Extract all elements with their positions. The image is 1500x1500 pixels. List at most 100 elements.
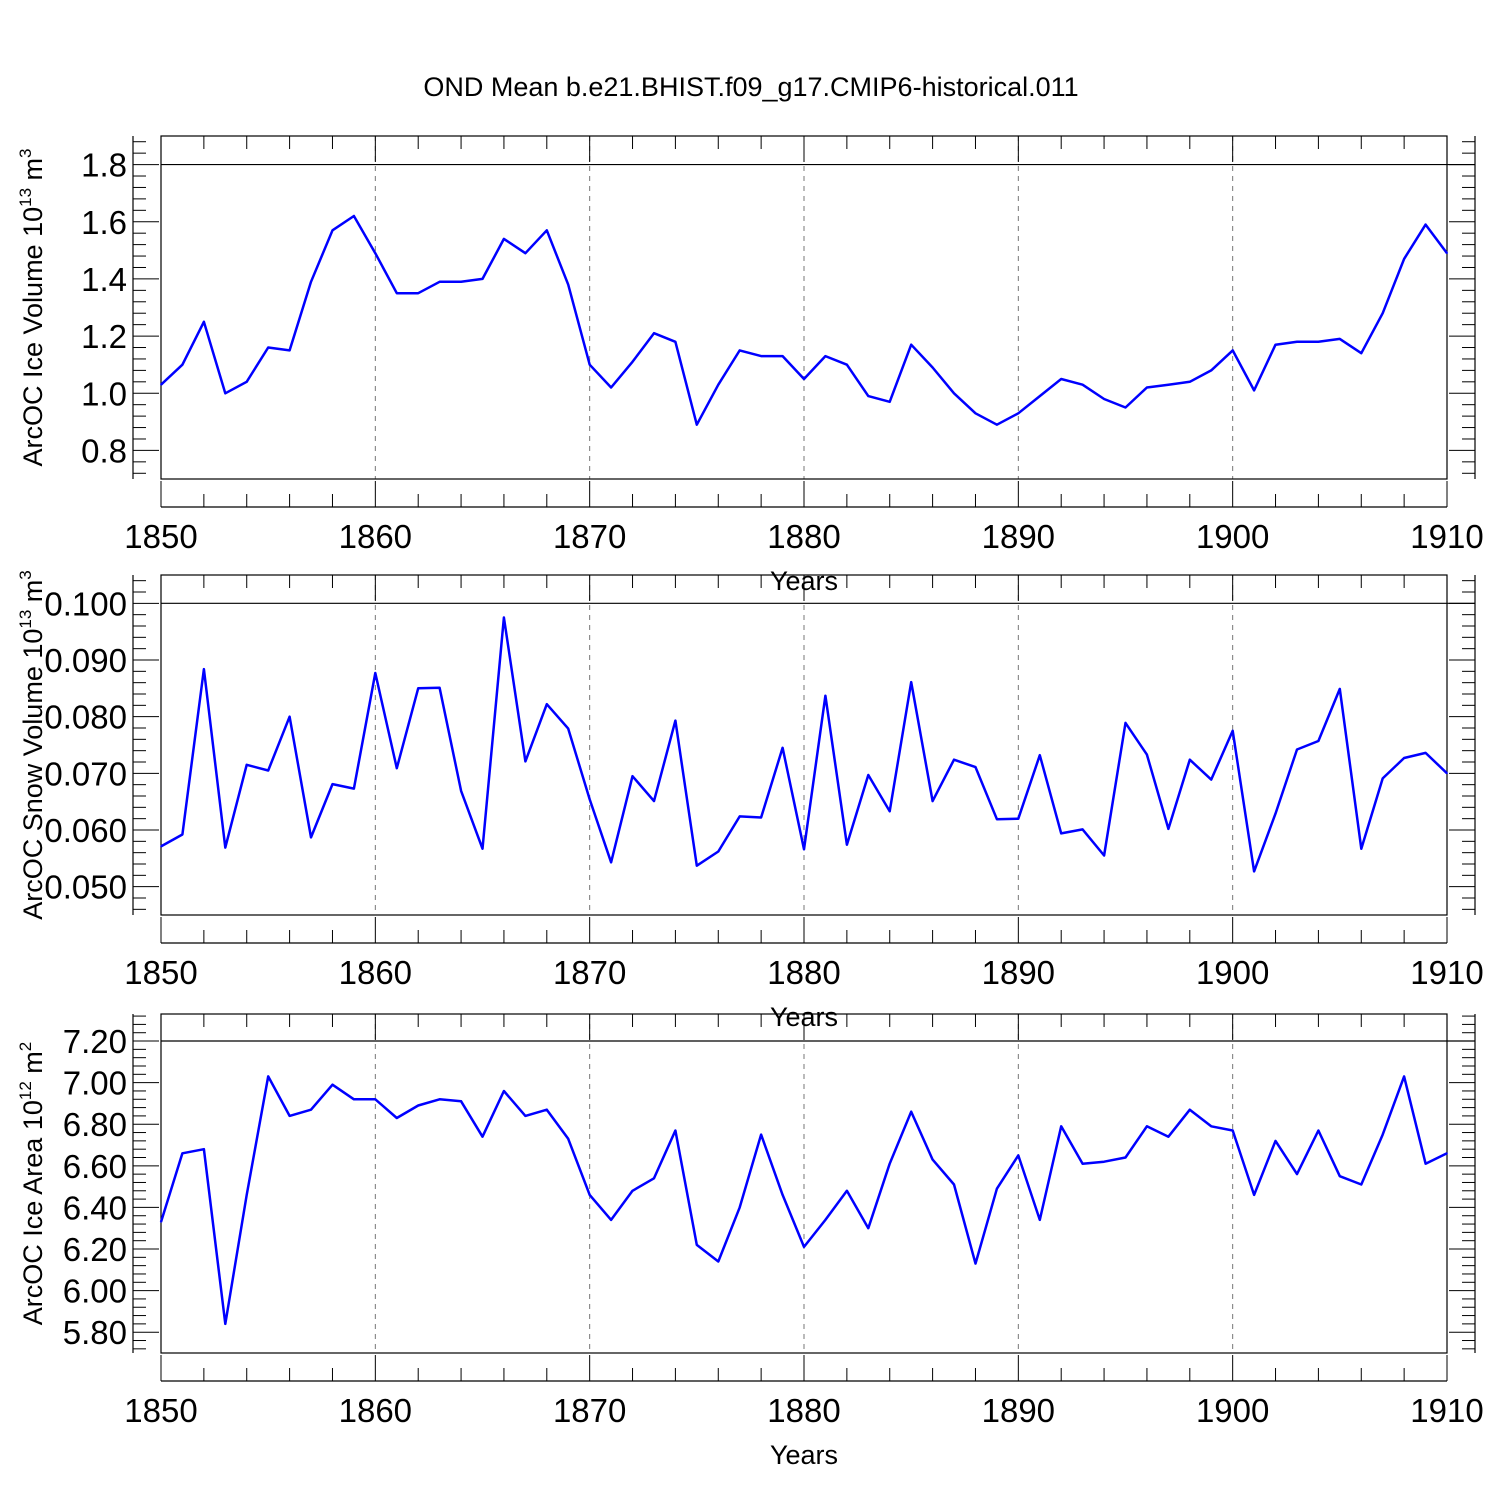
data-point [374,1098,377,1101]
y-axis-label-unit: m [18,580,48,610]
data-point [1317,341,1320,343]
y-tick-label: 1.8 [81,147,127,184]
data-point [310,836,312,839]
data-point [245,381,248,383]
x-tick-label: 1890 [982,518,1055,555]
data-point [267,1075,269,1078]
y-tick-label: 0.090 [44,642,127,679]
x-tick-label: 1890 [982,954,1055,991]
x-tick-label: 1850 [124,518,197,555]
data-point [288,1115,291,1117]
data-point [181,833,184,836]
y-axis-label: ArcOC Ice Volume 1013 m3 [16,148,48,466]
data-point [1103,854,1105,857]
data-point [953,1183,955,1186]
y-tick-label: 0.050 [44,869,127,906]
data-point [803,848,805,851]
chart-panel-3: 1850 1860 1870 1880 1890 1900 1910 5.80 6.00 6.20… [16,1013,1484,1470]
data-point [674,719,677,722]
data-point [1360,1183,1363,1186]
data-point [1446,252,1448,254]
y-tick-label: 7.20 [63,1023,127,1060]
data-point [974,412,977,415]
data-point [910,1110,912,1113]
data-point [1339,1175,1341,1178]
y-tick-label: 6.80 [63,1106,127,1143]
data-point [1446,1152,1448,1155]
data-point [1103,398,1105,400]
x-tick-label: 1900 [1196,518,1269,555]
data-point [1296,748,1298,751]
data-point [846,363,848,366]
data-point [588,363,591,366]
data-point [631,361,634,363]
data-point [1081,1162,1084,1165]
y-tick-label: 1.4 [81,261,127,298]
data-point [1146,753,1148,756]
y-axis-label-unit-exponent: 3 [16,570,35,579]
data-point [1403,757,1405,759]
data-point [653,1177,655,1180]
data-point [546,229,548,232]
data-point [503,616,505,619]
data-point [288,349,291,352]
data-point [1339,688,1341,690]
data-point [1360,352,1363,355]
data-point [1274,343,1277,346]
data-point [803,1246,805,1248]
data-point [1167,828,1170,830]
x-tick-label: 1860 [339,518,412,555]
data-point [181,363,184,366]
data-point [888,1162,891,1165]
data-point [460,790,462,792]
data-point [1446,772,1448,775]
data-point [395,292,398,295]
data-point [717,850,720,853]
data-point [310,280,312,283]
y-tick-label: 6.40 [63,1189,127,1226]
data-point [1210,369,1213,372]
data-point [1017,412,1020,415]
data-point [417,292,420,295]
y-axis-label-unit: m [18,158,48,188]
data-point [953,758,955,761]
y-tick-label: 7.00 [63,1065,127,1102]
data-point [460,280,462,283]
y-axis-label: ArcOC Snow Volume 1013 m3 [16,570,48,920]
data-point [374,252,377,254]
data-point [481,1135,484,1138]
data-point [567,1137,570,1140]
data-point [931,366,934,369]
data-point [546,703,548,705]
data-point [203,668,205,670]
data-point [1296,341,1298,343]
data-point [760,1133,762,1136]
data-point [1231,730,1234,732]
data-point [1038,754,1041,756]
data-point [738,815,741,818]
y-tick-label: 1.2 [81,318,127,355]
data-point [781,1194,784,1196]
data-point [331,783,334,785]
x-tick-label: 1880 [767,518,840,555]
data-point [674,341,677,343]
y-tick-label: 0.070 [44,755,127,792]
data-point [1081,383,1084,386]
y-tick-label: 5.80 [63,1314,127,1351]
data-point [931,800,934,802]
data-point [610,1219,612,1221]
y-axis-label-exponent: 12 [16,1081,35,1100]
data-point [438,280,441,283]
chart-panel-2: 1850 1860 1870 1880 1890 1900 1910 0.050 0.060 0.… [16,570,1484,1032]
x-tick-label: 1870 [553,1392,626,1429]
data-point [417,1104,420,1107]
data-point [1424,752,1427,754]
data-point [203,1148,205,1150]
data-point [1424,1162,1427,1165]
y-tick-label: 1.0 [81,375,127,412]
data-point [631,775,634,777]
y-axis-label-text: ArcOC Snow Volume 10 [18,629,48,920]
y-axis-label-unit-exponent: 2 [16,1042,35,1051]
data-point [1231,1129,1234,1132]
data-point [395,767,398,770]
